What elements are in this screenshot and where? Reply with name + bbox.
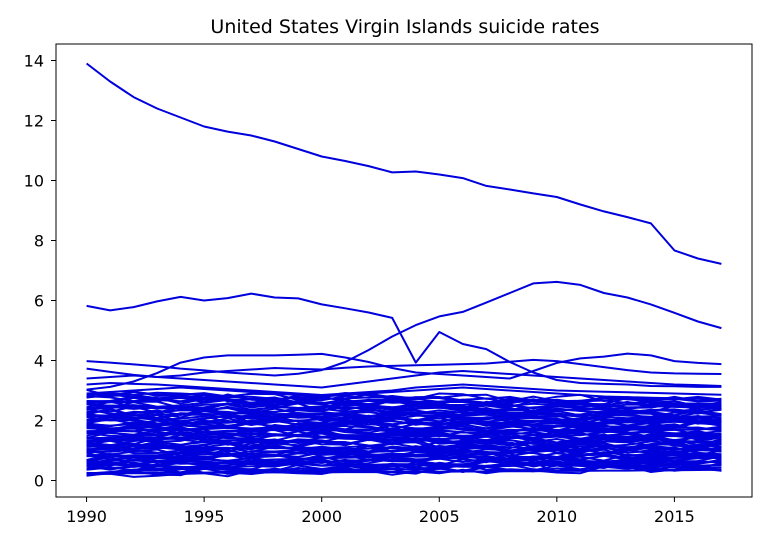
plot-area — [85, 62, 722, 478]
series-line — [86, 388, 722, 402]
series-line — [86, 424, 722, 433]
series-line — [86, 446, 722, 457]
y-tick-label: 10 — [24, 172, 44, 191]
y-tick-label: 0 — [34, 472, 44, 491]
x-tick-label: 2000 — [301, 507, 342, 526]
series-line — [86, 468, 722, 474]
x-tick-label: 1995 — [184, 507, 225, 526]
y-tick-label: 8 — [34, 232, 44, 251]
series-line — [86, 440, 722, 451]
series-line — [86, 370, 722, 389]
y-tick-label: 14 — [24, 52, 44, 71]
series-line — [86, 292, 722, 388]
series-line — [86, 386, 722, 401]
series-line — [86, 358, 722, 378]
x-tick-label: 2015 — [654, 507, 695, 526]
series-line — [86, 452, 722, 477]
series-line — [86, 382, 722, 396]
series-line — [86, 352, 722, 391]
x-tick-label: 2010 — [536, 507, 577, 526]
x-axis: 1990 1995 2000 2005 2010 2015 — [66, 497, 695, 526]
plot-frame — [55, 43, 753, 498]
y-tick-label: 6 — [34, 292, 44, 311]
y-tick-label: 4 — [34, 352, 44, 371]
y-tick-label: 2 — [34, 412, 44, 431]
series-line — [86, 400, 722, 414]
x-tick-label: 2005 — [419, 507, 460, 526]
series-line — [86, 280, 722, 377]
y-axis: 0 2 4 6 8 10 12 14 — [24, 52, 56, 491]
series-line — [85, 62, 722, 265]
y-tick-label: 12 — [24, 112, 44, 131]
chart-title: United States Virgin Islands suicide rat… — [210, 16, 599, 38]
series-line — [86, 399, 722, 411]
x-tick-label: 1990 — [66, 507, 107, 526]
